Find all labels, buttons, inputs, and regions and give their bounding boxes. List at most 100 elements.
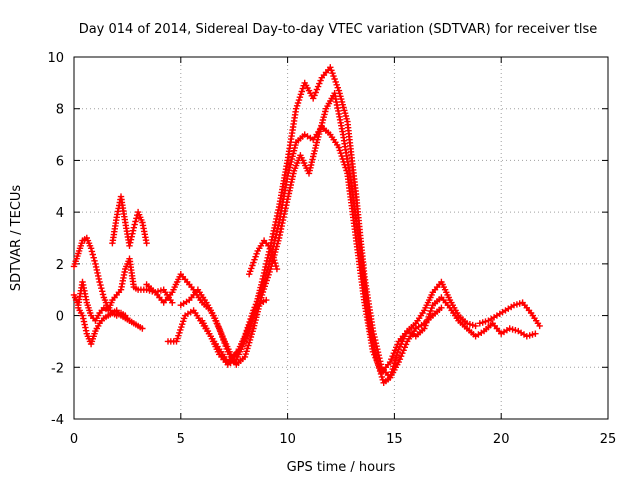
series-trace-9 [177,286,270,361]
data-point-plus [243,348,250,355]
data-point-plus [298,88,305,95]
data-point-plus [394,341,401,348]
data-point-plus [338,152,345,160]
data-point-plus [211,315,219,322]
x-tick-label: 5 [177,432,185,447]
data-point-plus [82,327,90,334]
data-point-plus [334,84,341,91]
data-point-plus [215,323,222,331]
data-point-plus [268,248,275,255]
data-point-plus [99,288,106,295]
data-point-plus [248,331,255,338]
y-tick-label: -2 [51,361,64,376]
x-tick-label: 10 [279,432,296,447]
data-point-plus [376,355,383,362]
series-trace-8 [246,237,281,278]
data-point-plus [393,344,400,351]
data-point-plus [251,256,258,263]
data-point-plus [390,350,397,357]
data-point-plus [333,81,340,88]
series-line [145,92,537,384]
data-point-plus [95,275,103,283]
data-point-plus [337,150,344,157]
data-point-plus [516,300,523,307]
data-point-plus [395,358,402,366]
data-point-plus [438,304,445,312]
data-point-plus [249,262,256,269]
data-point-plus [126,317,133,324]
data-point-plus [294,99,302,107]
data-point-plus [214,320,221,328]
data-point-plus [427,307,434,315]
data-point-plus [89,251,96,258]
data-point-plus [92,263,100,271]
data-series [70,64,543,386]
data-point-plus [392,357,399,364]
series-line [166,125,477,374]
data-point-plus [401,344,408,351]
data-point-plus [248,265,255,272]
data-point-plus [536,322,543,330]
data-point-plus [295,96,303,104]
data-point-plus [243,328,251,335]
data-point-plus [396,356,404,363]
data-point-plus [331,75,338,83]
data-point-plus [529,331,536,338]
data-point-plus [92,260,99,268]
data-point-plus [246,322,253,330]
data-point-plus [127,239,134,246]
data-point-plus [463,320,471,327]
data-point-plus [248,316,255,324]
data-point-plus [482,318,489,325]
series-trace-4 [75,304,133,348]
data-point-plus [469,321,476,329]
data-point-plus [133,215,140,222]
y-tick-label: 6 [56,154,64,169]
data-point-plus [296,94,304,101]
data-point-plus [271,257,278,264]
x-tick-label: 15 [386,432,403,447]
data-point-plus [340,104,347,111]
data-point-plus [339,155,346,163]
data-point-plus [238,343,245,350]
data-point-plus [310,95,317,102]
data-point-plus [245,342,252,349]
data-point-plus [327,64,334,71]
data-point-plus [397,353,405,360]
data-point-plus [292,105,300,112]
data-point-plus [330,72,337,80]
data-point-plus [506,325,513,332]
data-point-plus [252,253,259,260]
data-point-plus [97,281,104,289]
data-point-plus [273,265,281,273]
data-point-plus [169,299,176,306]
data-point-plus [213,317,220,325]
axis-ticks [73,56,609,420]
data-point-plus [476,320,483,327]
y-axis-label: SDTVAR / TECUs [9,185,24,292]
data-point-plus [329,70,336,77]
data-point-plus [253,305,260,312]
data-point-plus [143,239,150,247]
data-point-plus [532,330,539,337]
data-point-plus [247,268,254,275]
data-point-plus [246,271,253,278]
data-point-plus [272,262,280,270]
data-point-plus [91,257,98,264]
data-point-plus [219,332,226,340]
data-point-plus [391,347,399,354]
data-point-plus [252,307,259,315]
y-tick-labels: -4 -2 0 2 4 6 8 10 [47,51,64,428]
data-point-plus [335,144,343,151]
data-point-plus [313,86,321,93]
data-point-plus [269,251,276,258]
data-point-plus [246,336,254,344]
data-point-plus [523,333,530,340]
plot-frame [73,56,609,420]
data-point-plus [271,259,279,267]
grid-lines [74,57,608,419]
data-point-plus [270,254,277,261]
data-point-plus [129,230,136,237]
data-point-plus [386,358,394,366]
data-point-plus [175,332,182,339]
